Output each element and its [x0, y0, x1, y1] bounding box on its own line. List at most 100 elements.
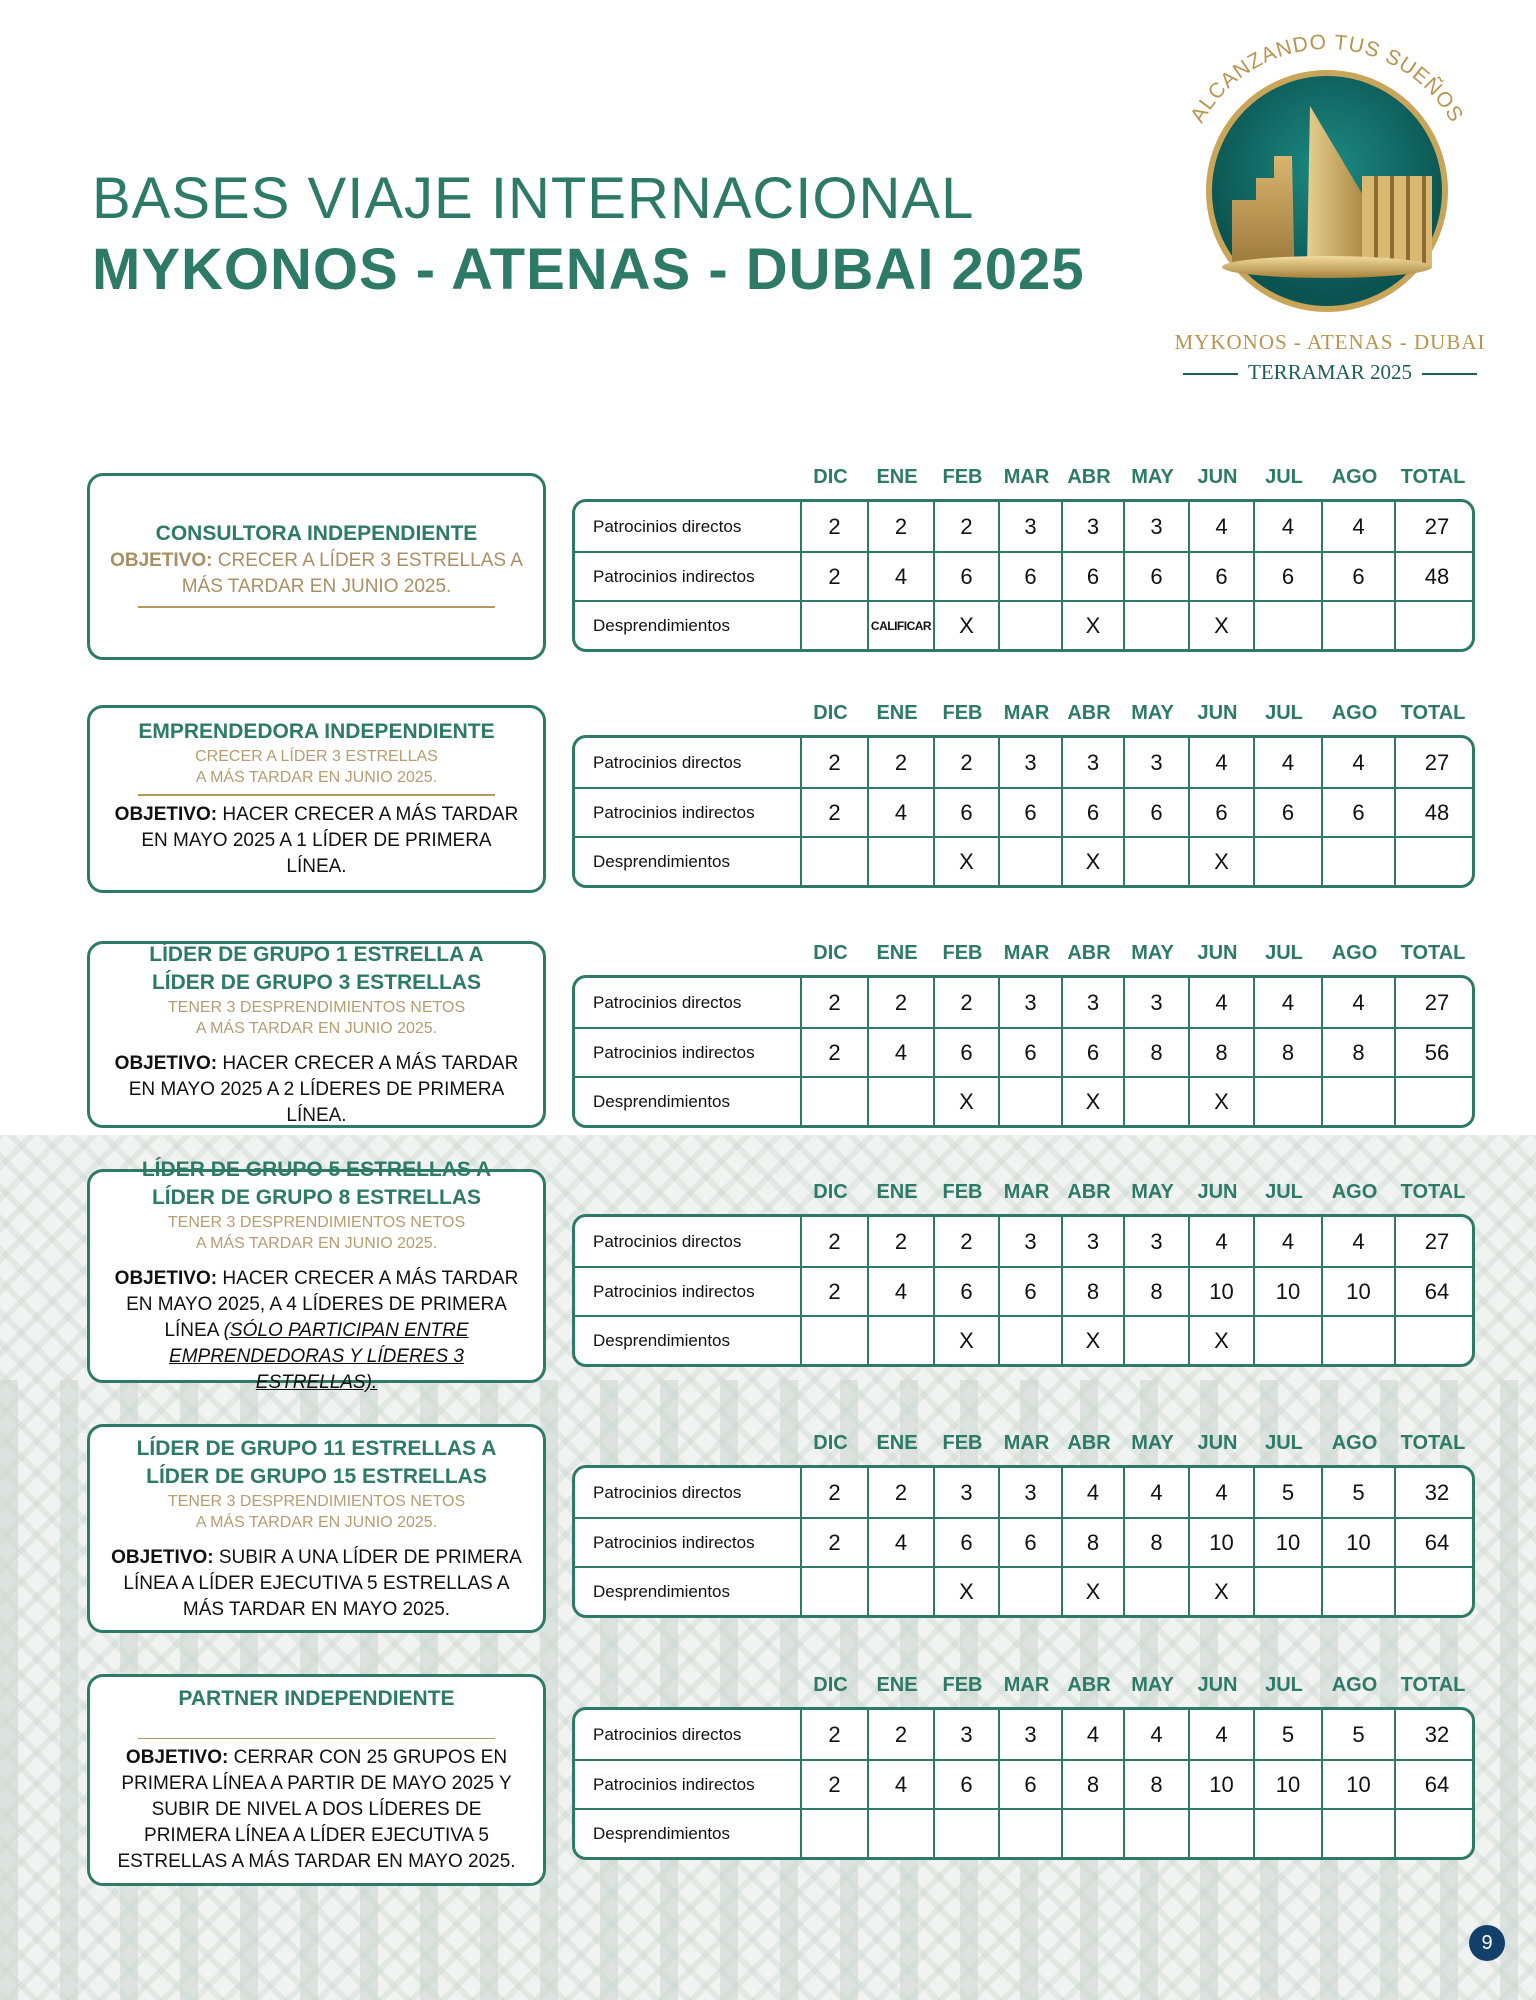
table-row: Patrocinios indirectos 2 4 6 6 8 8 10 10 10 64: [575, 1266, 1472, 1315]
table-cell: 8: [1061, 1268, 1123, 1315]
table-cell: 4: [1123, 1710, 1188, 1759]
table-cell: 4: [867, 1268, 933, 1315]
logo-brand: TERRAMAR 2025: [1160, 360, 1500, 385]
table-cell: [1394, 1568, 1472, 1615]
table-cell: 10: [1253, 1268, 1321, 1315]
objective-label: OBJETIVO:: [110, 549, 213, 571]
table-cell: 3: [998, 978, 1061, 1027]
month-header: MAR: [1003, 466, 1050, 488]
table-cell: 8: [1188, 1029, 1253, 1076]
month-header: ABR: [1067, 1432, 1111, 1454]
table-cell: 8: [1123, 1029, 1188, 1076]
month-header: ABR: [1067, 942, 1111, 964]
goal-subtitle: TENER 3 DESPRENDIMIENTOS NETOS: [167, 1492, 466, 1510]
goal-subtitle: A MÁS TARDAR EN JUNIO 2025.: [195, 1019, 438, 1037]
table-cell: 2: [800, 978, 867, 1027]
parthenon-icon: [1362, 176, 1432, 266]
table-cell: 3: [933, 1468, 998, 1517]
table-cell: [867, 1810, 933, 1857]
table-cell: 4: [867, 789, 933, 836]
table-cell: 6: [998, 1029, 1061, 1076]
table-cell: 4: [1321, 978, 1394, 1027]
table-cell: 3: [998, 1217, 1061, 1266]
table-cell: 4: [1188, 1710, 1253, 1759]
logo-destinations: MYKONOS - ATENAS - DUBAI: [1174, 330, 1486, 354]
table-cell: X: [933, 1568, 998, 1615]
goal-title: LÍDER DE GRUPO 3 ESTRELLAS: [151, 970, 482, 994]
table-row: Desprendimientos X X X: [575, 1315, 1472, 1364]
month-header: MAY: [1131, 1674, 1174, 1696]
table-cell: [933, 1810, 998, 1857]
table-cell: [998, 838, 1061, 885]
table-cell: 2: [800, 1761, 867, 1808]
svg-text:ALCANZANDO TUS SUEÑOS: ALCANZANDO TUS SUEÑOS: [1186, 31, 1468, 127]
table-cell: [800, 602, 867, 649]
goal-objective: OBJETIVO: SUBIR A UNA LÍDER DE PRIMERA L…: [110, 1545, 523, 1623]
objective-text: HACER CRECER A MÁS TARDAR EN MAYO 2025, …: [126, 1268, 519, 1341]
table-cell: 6: [998, 1519, 1061, 1566]
table-row: Desprendimientos CALIFICAR X X X: [575, 600, 1472, 649]
table-cell: [800, 1078, 867, 1125]
month-header: TOTAL: [1400, 942, 1466, 964]
goal-box: LÍDER DE GRUPO 11 ESTRELLAS A LÍDER DE GR…: [87, 1424, 546, 1633]
row-label: Patrocinios indirectos: [593, 1532, 755, 1552]
month-header: AGO: [1331, 702, 1378, 724]
table-cell: [1321, 1078, 1394, 1125]
table-cell: 3: [1123, 738, 1188, 787]
table-cell: 4: [1321, 1217, 1394, 1266]
month-header: AGO: [1331, 1432, 1378, 1454]
month-header-row: DIC ENE FEB MAR ABR MAY JUN JUL AGO TOTAL: [572, 702, 1475, 725]
gold-divider: [138, 1738, 495, 1739]
month-header: TOTAL: [1400, 1432, 1466, 1454]
table-cell: 6: [1321, 553, 1394, 600]
month-header: FEB: [942, 702, 983, 724]
table-cell: 6: [1253, 553, 1321, 600]
goal-title: LÍDER DE GRUPO 5 ESTRELLAS A: [141, 1158, 492, 1181]
table-cell: 2: [867, 738, 933, 787]
month-header: DIC: [813, 466, 848, 488]
table-cell: X: [1061, 1568, 1123, 1615]
table-cell: 4: [1253, 738, 1321, 787]
table-cell: 4: [1253, 978, 1321, 1027]
table-cell: 64: [1394, 1268, 1472, 1315]
table-cell: 4: [1321, 502, 1394, 551]
table-cell: [1321, 602, 1394, 649]
table-cell: 3: [998, 502, 1061, 551]
table-cell: 64: [1394, 1519, 1472, 1566]
row-label: Desprendimientos: [593, 1091, 731, 1111]
table-cell: 3: [1061, 502, 1123, 551]
table-cell: 4: [1321, 738, 1394, 787]
table-cell: 5: [1321, 1468, 1394, 1517]
table-cell: 6: [1061, 1029, 1123, 1076]
month-header: ENE: [876, 1181, 918, 1203]
month-header: TOTAL: [1400, 466, 1466, 488]
table-cell: X: [1188, 602, 1253, 649]
table-cell: 4: [1188, 978, 1253, 1027]
month-header: JUN: [1197, 466, 1238, 488]
table-cell: 6: [998, 789, 1061, 836]
table-cell: 6: [998, 1268, 1061, 1315]
month-header: ABR: [1067, 1181, 1111, 1203]
month-header: MAR: [1003, 1674, 1050, 1696]
table-row: Patrocinios directos 2 2 2 3 3 3 4 4 4 27: [575, 1217, 1472, 1266]
table-cell: 48: [1394, 553, 1472, 600]
objective-label: OBJETIVO:: [114, 1052, 218, 1074]
table-cell: 6: [1123, 553, 1188, 600]
row-label: Desprendimientos: [593, 1823, 731, 1843]
table-cell: 2: [867, 1710, 933, 1759]
table-cell: [867, 1317, 933, 1364]
table-row: Patrocinios indirectos 2 4 6 6 6 8 8 8 8 56: [575, 1027, 1472, 1076]
row-label: Patrocinios directos: [593, 992, 742, 1012]
goal-subtitle: A MÁS TARDAR EN JUNIO 2025.: [195, 1513, 438, 1531]
row-label: Patrocinios directos: [593, 1231, 742, 1251]
table-cell: CALIFICAR: [867, 602, 933, 649]
row-label: Patrocinios indirectos: [593, 1042, 755, 1062]
month-header: AGO: [1331, 466, 1378, 488]
month-header: TOTAL: [1400, 702, 1466, 724]
month-header: ENE: [876, 942, 918, 964]
logo-arc-text-path: ALCANZANDO TUS SUEÑOS: [1186, 31, 1467, 127]
requirements-table: Patrocinios directos 2 2 2 3 3 3 4 4 4 27 Patrocini…: [572, 975, 1475, 1128]
table-cell: 2: [800, 738, 867, 787]
table-cell: 6: [1253, 789, 1321, 836]
goal-subtitle: TENER 3 DESPRENDIMIENTOS NETOS: [167, 1214, 466, 1231]
